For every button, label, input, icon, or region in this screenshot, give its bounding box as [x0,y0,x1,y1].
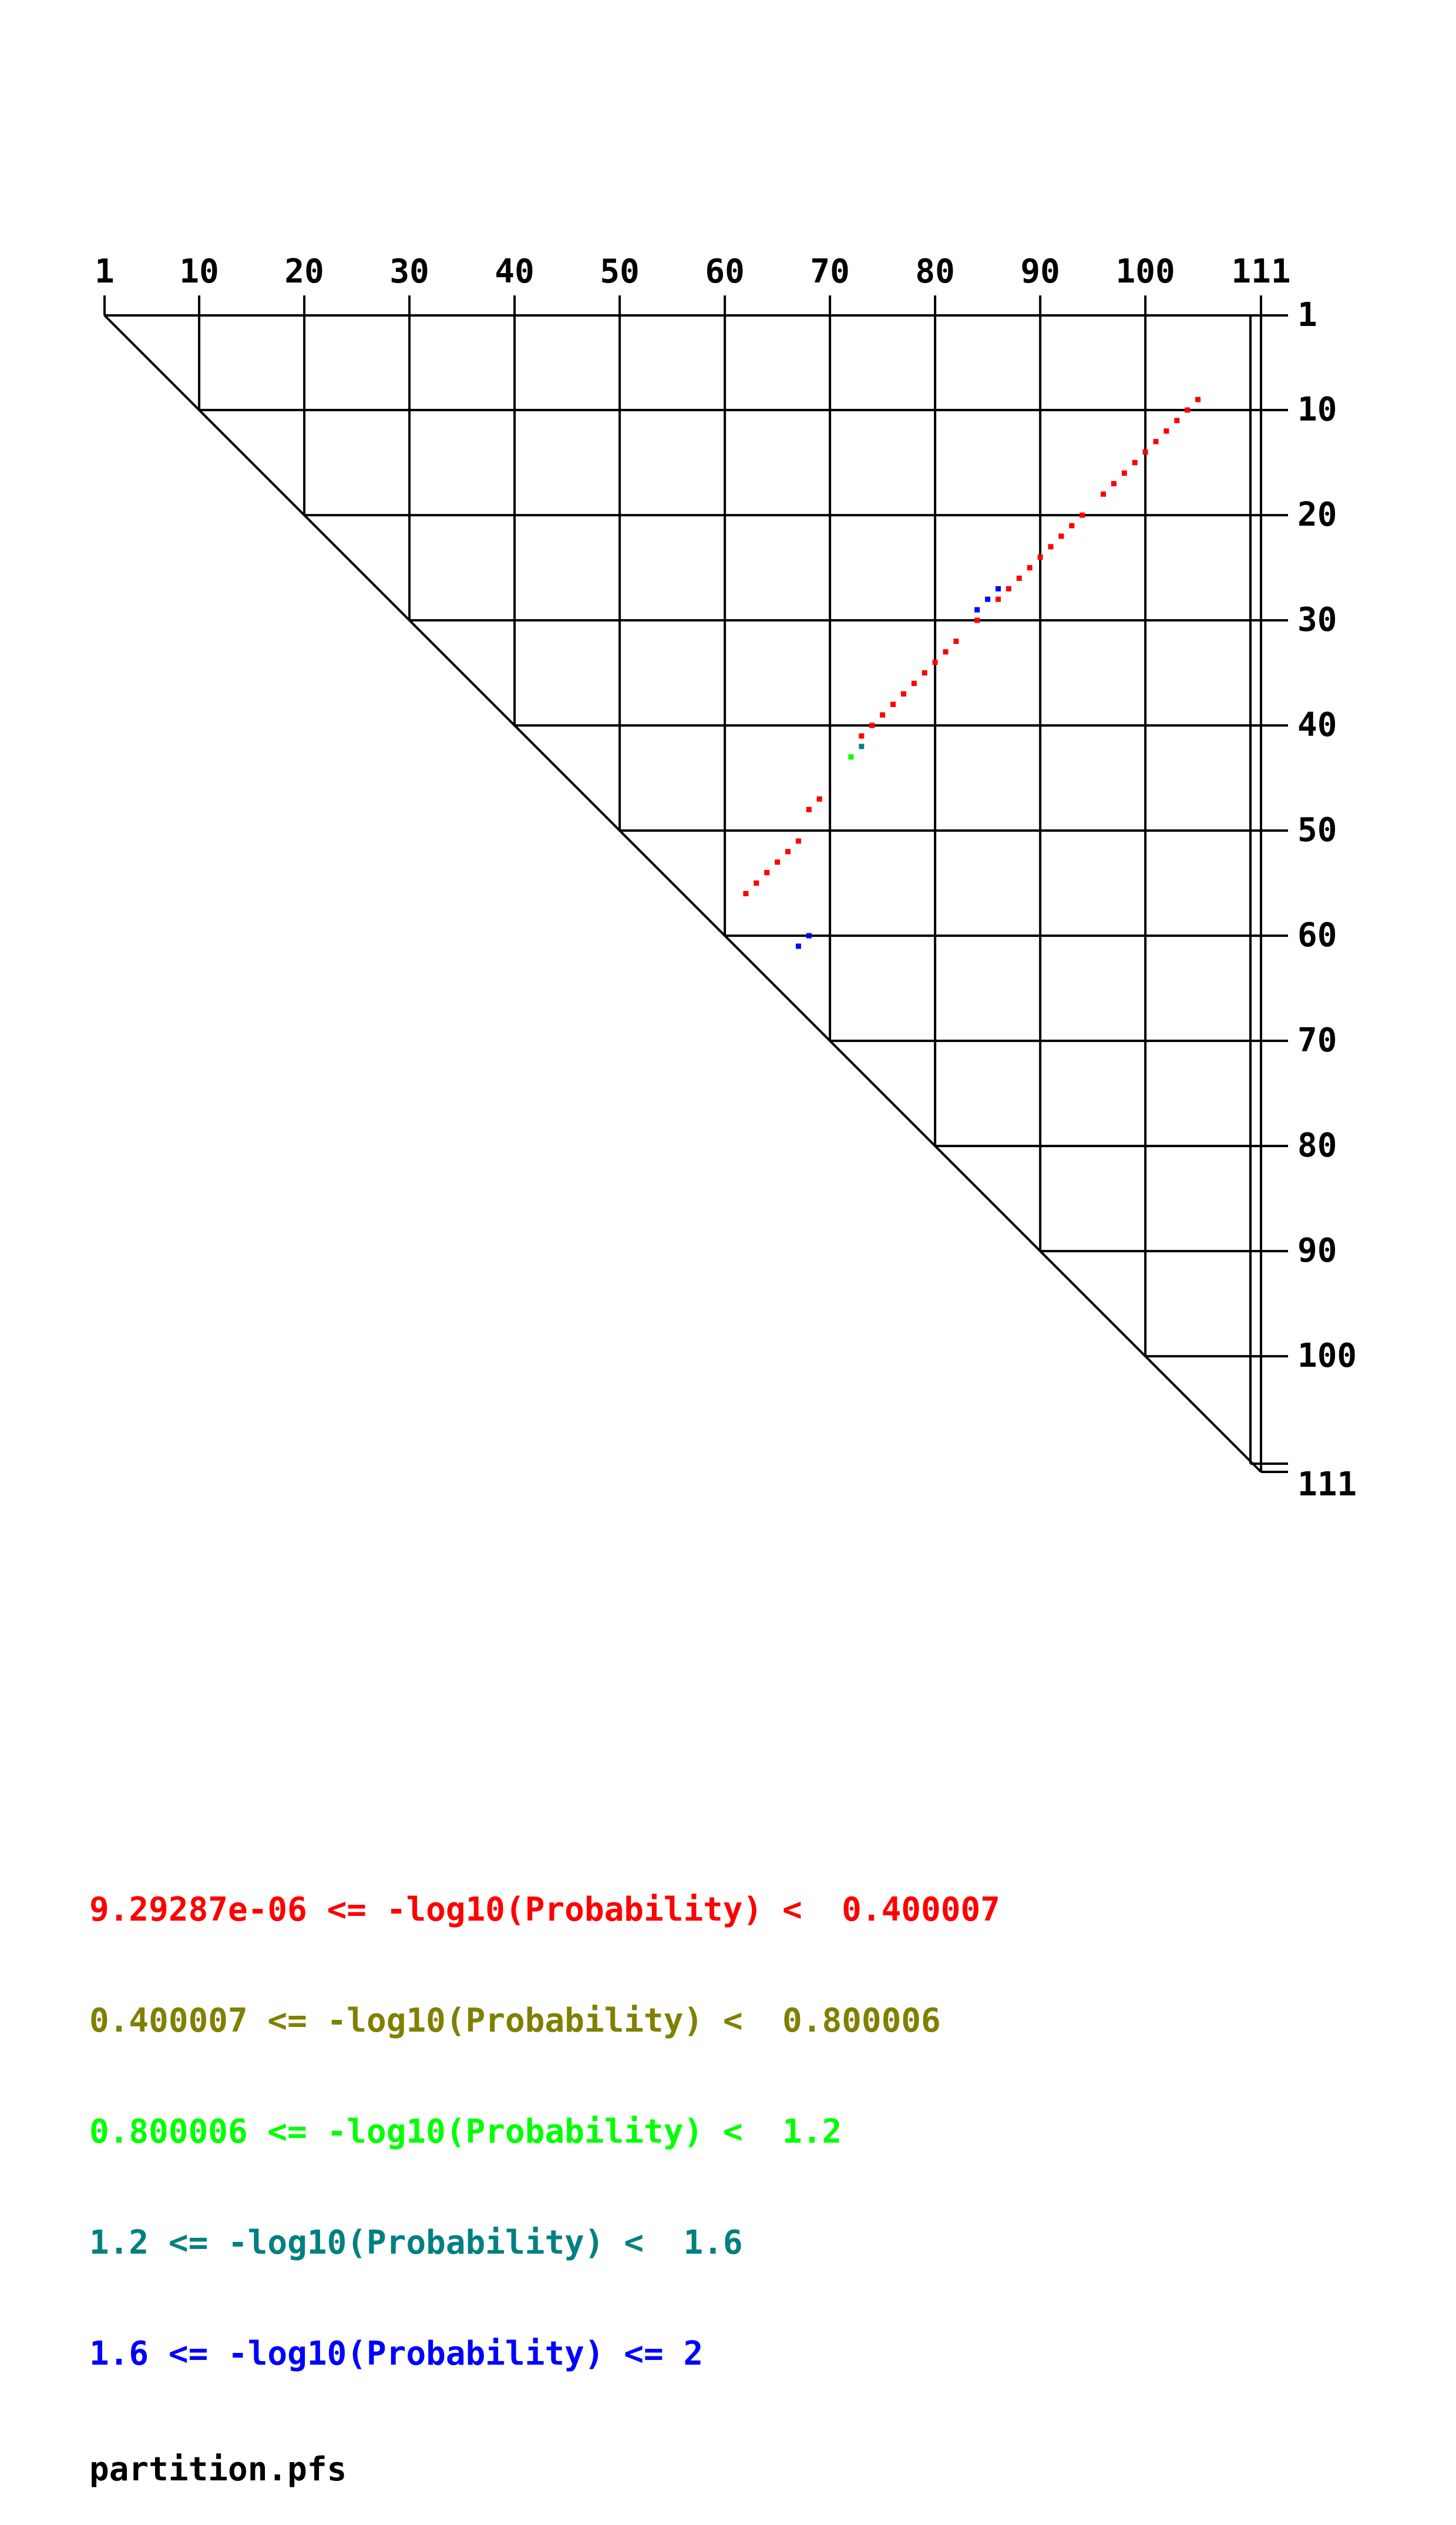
x-tick-label-30: 30 [389,253,429,291]
diagonal-line [103,314,1262,1473]
probability-dots [743,396,1201,949]
dot-0-9 [1101,491,1106,497]
dot-0-26 [890,701,896,707]
dot-0-4 [1153,439,1159,445]
dot-0-6 [1132,460,1138,466]
dot-1-1 [985,596,991,602]
y-tick-label-30: 30 [1297,601,1337,639]
dot-1-0 [996,586,1001,591]
x-tick-label-1: 1 [95,253,115,291]
legend-entry-2: 0.400007 <= -log10(Probability) < 0.8000… [89,2002,941,2040]
dot-0-36 [754,880,759,886]
dot-0-3 [1164,428,1169,434]
dot-3-0 [859,744,865,749]
dot-0-1 [1185,407,1191,413]
legend-entry-3: 0.800006 <= -log10(Probability) < 1.2 [89,2113,842,2151]
dot-0-17 [1006,586,1011,591]
y-tick-label-70: 70 [1297,1021,1337,1060]
dot-1-4 [795,943,801,949]
dot-0-14 [1037,554,1043,560]
dot-0-2 [1174,418,1180,423]
x-tick-label-20: 20 [284,253,324,291]
dot-0-19 [974,617,980,623]
x-tick-label-70: 70 [810,253,849,291]
dot-0-12 [1058,533,1064,539]
dot-0-20 [953,638,959,644]
dot-0-8 [1111,480,1117,486]
x-tick-label-40: 40 [495,253,534,291]
grid-lines [103,295,1288,1473]
dot-1-3 [806,933,812,939]
dot-0-27 [880,712,886,718]
y-tick-label-90: 90 [1297,1232,1337,1270]
dot-1-2 [974,607,980,613]
dot-0-5 [1142,449,1148,455]
y-tick-label-40: 40 [1297,706,1337,744]
dot-2-0 [848,754,854,760]
dot-0-0 [1195,396,1201,402]
dot-0-29 [859,733,865,739]
x-tick-label-10: 10 [179,253,218,291]
dot-0-34 [775,859,781,865]
dot-0-23 [922,670,927,676]
dot-0-31 [806,806,812,812]
x-axis-tick-labels: 1 10 20 30 40 50 60 70 80 90 100 111 [95,253,1290,291]
y-tick-label-20: 20 [1297,496,1337,534]
y-axis-tick-labels: 1 10 20 30 40 50 60 70 80 90 100 111 [1297,296,1357,1504]
legend-entry-1: 9.29287e-06 <= -log10(Probability) < 0.4… [89,1891,1000,1929]
y-tick-label-111: 111 [1297,1465,1357,1504]
legend-entry-4: 1.2 <= -log10(Probability) < 1.6 [89,2224,743,2262]
dot-0-24 [911,681,917,686]
dot-0-30 [816,796,822,802]
legend: 9.29287e-06 <= -log10(Probability) < 0.4… [89,1817,1000,2525]
x-tick-label-90: 90 [1020,253,1060,291]
filename-label: partition.pfs [89,2450,347,2489]
y-tick-label-10: 10 [1297,391,1337,429]
y-tick-label-50: 50 [1297,811,1337,849]
y-tick-label-100: 100 [1297,1337,1357,1375]
x-tick-label-50: 50 [600,253,639,291]
dot-0-15 [1027,565,1033,571]
dot-0-28 [869,722,875,728]
dot-0-13 [1048,544,1054,550]
dot-0-33 [785,849,791,855]
dot-0-22 [932,660,938,665]
y-tick-label-60: 60 [1297,916,1337,954]
dot-0-35 [764,870,770,876]
dot-0-37 [743,891,749,896]
dot-0-25 [900,691,906,697]
dot-0-11 [1069,523,1075,529]
x-tick-label-111: 111 [1231,253,1290,291]
legend-entry-5: 1.6 <= -log10(Probability) <= 2 [89,2335,704,2373]
y-tick-label-80: 80 [1297,1127,1337,1165]
dot-plot: 1 10 20 30 40 50 60 70 80 90 100 111 1 10 20 30 40 50 60 7… [95,253,1357,1504]
x-tick-label-100: 100 [1116,253,1175,291]
dot-0-16 [1016,576,1022,581]
dot-0-10 [1080,512,1085,518]
y-tick-label-1: 1 [1297,296,1317,334]
dot-0-7 [1121,470,1127,476]
x-tick-label-80: 80 [915,253,954,291]
dot-0-21 [943,649,949,655]
x-tick-label-60: 60 [705,253,744,291]
dot-0-32 [795,838,801,844]
dot-0-18 [996,596,1001,602]
